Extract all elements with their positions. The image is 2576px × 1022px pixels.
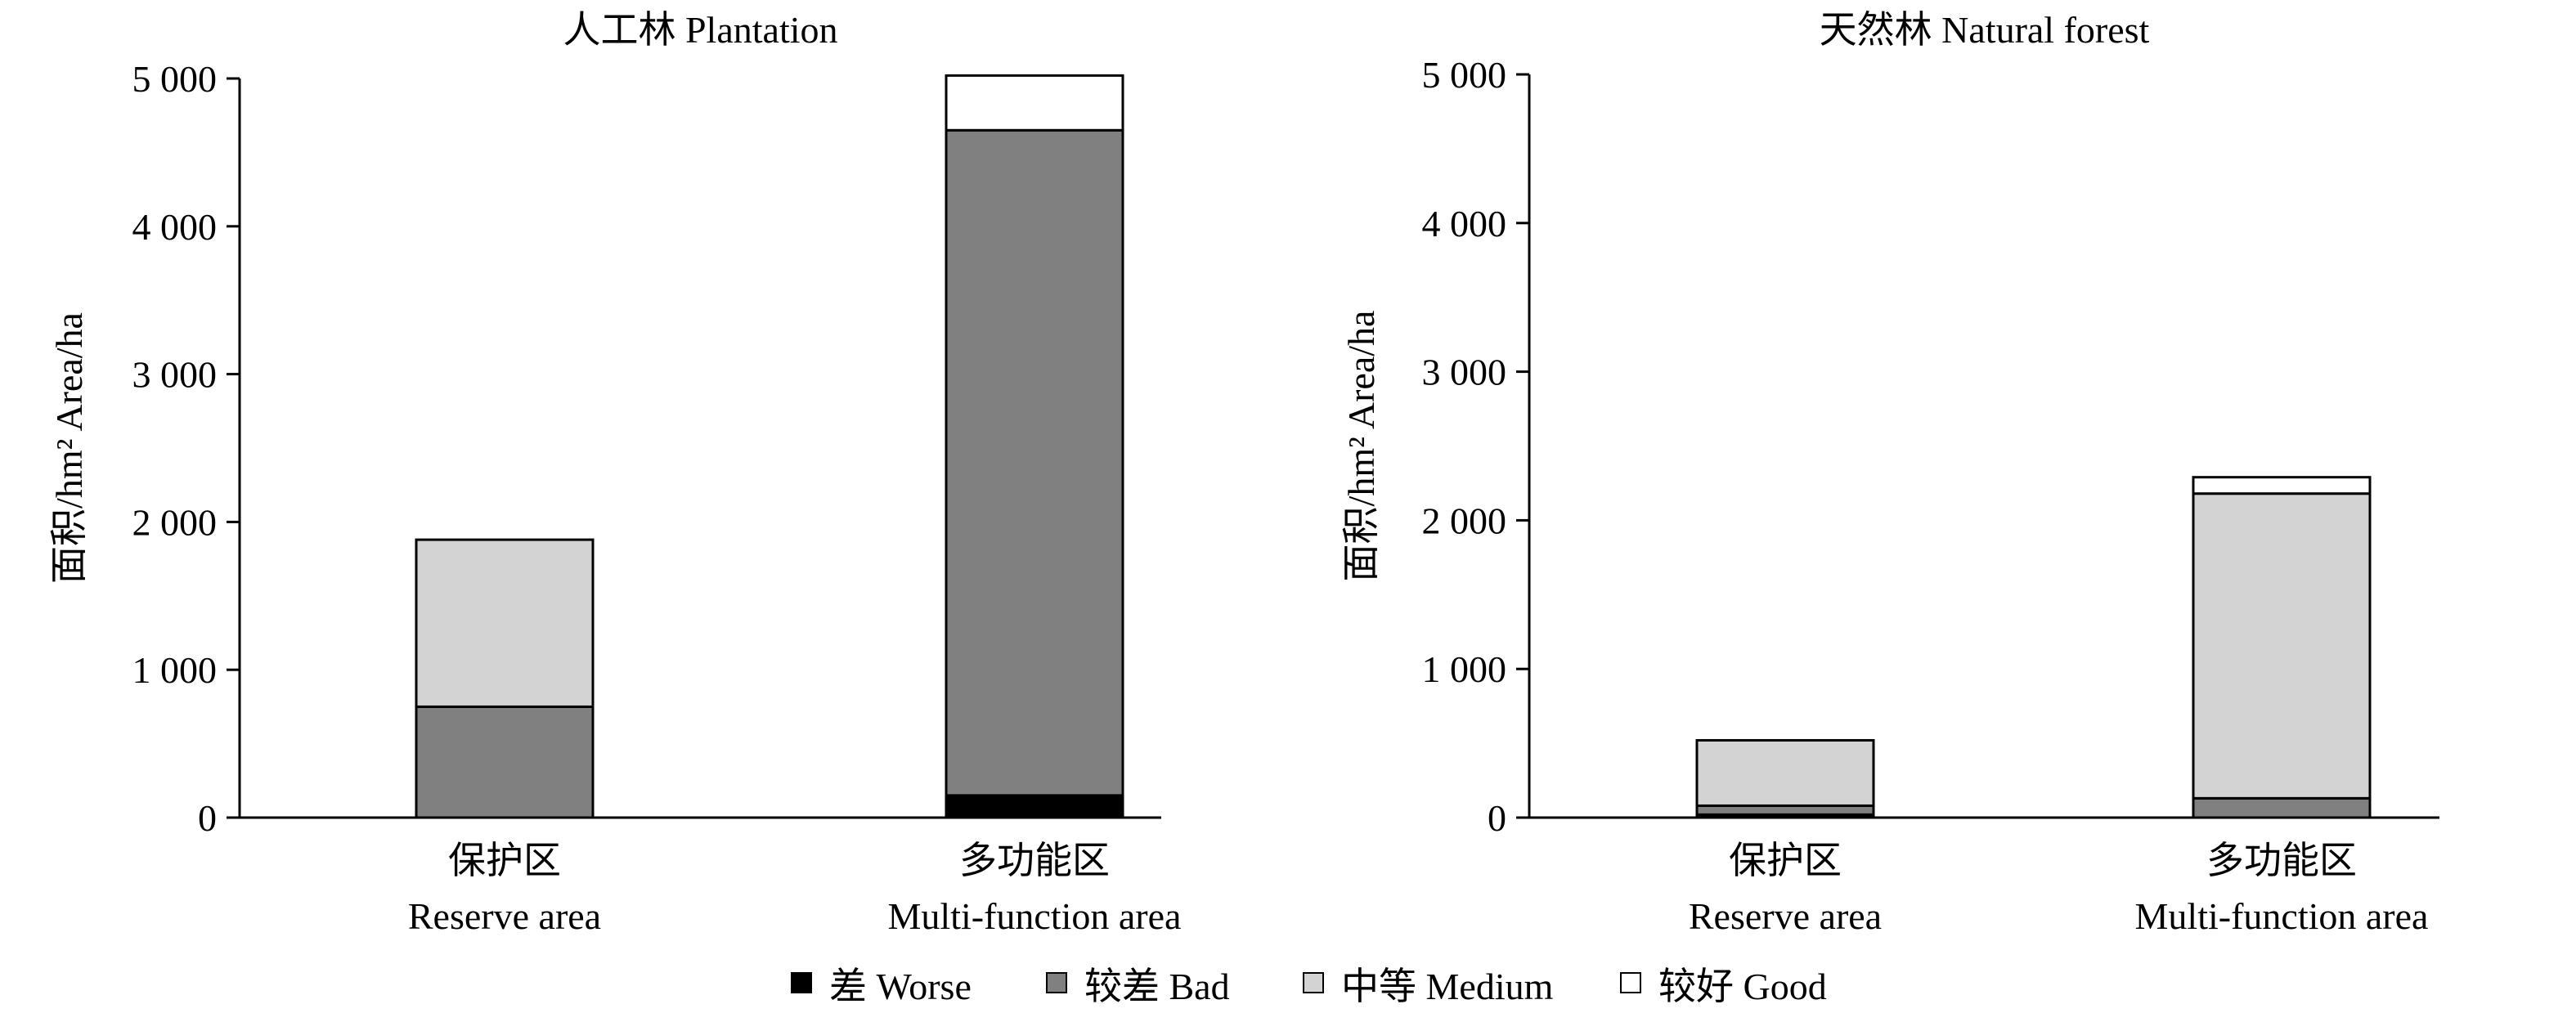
y-tick-label: 3 000	[132, 354, 218, 396]
x-category-label: 保护区	[1729, 840, 1842, 881]
chart-panel-2: 天然林 Natural forest 面积/hm² Area/ha 0 1 000 2 …	[1340, 9, 2439, 937]
x-category-label: 多功能区	[2206, 840, 2357, 881]
x-category-label: 多功能区	[959, 840, 1110, 881]
y-tick-label: 5 000	[1422, 54, 1507, 96]
legend-swatch	[1046, 972, 1067, 993]
chart-panel-1: 人工林 Plantation 面积/hm² Area/ha 0 1 000 2 000 3…	[48, 9, 1181, 937]
y-tick-label: 0	[198, 797, 217, 839]
bar-segment	[945, 128, 1124, 797]
bar-segment	[1695, 804, 1875, 816]
bar-segment	[2192, 492, 2372, 800]
y-tick-label: 5 000	[132, 58, 218, 100]
y-tick-label: 4 000	[1422, 203, 1507, 244]
legend-swatch	[1303, 972, 1324, 993]
legend-label: 较好 Good	[1658, 966, 1827, 1007]
bar-segment	[945, 794, 1124, 819]
x-category-sublabel: Multi-function area	[2135, 895, 2429, 937]
legend-swatch	[1620, 972, 1641, 993]
bar-segment	[1695, 738, 1875, 807]
y-tick-label: 0	[1488, 797, 1506, 839]
x-category-label: 保护区	[448, 840, 561, 881]
chart-title: 天然林 Natural forest	[1820, 9, 2150, 51]
bar-segment	[415, 705, 595, 819]
legend-swatch	[791, 972, 812, 993]
y-tick-label: 2 000	[1422, 500, 1507, 541]
x-category-sublabel: Multi-function area	[888, 895, 1182, 937]
y-tick-label: 1 000	[1422, 648, 1507, 690]
y-axis-label: 面积/hm² Area/ha	[1340, 311, 1382, 582]
bar-segment	[415, 538, 595, 708]
chart-legend: 差 Worse 较差 Bad 中等 Medium 较好 Good	[791, 966, 1827, 1007]
legend-label: 较差 Bad	[1084, 966, 1230, 1007]
x-category-sublabel: Reserve area	[1689, 895, 1882, 937]
bar-segment	[2192, 476, 2372, 495]
y-tick-label: 1 000	[132, 649, 218, 691]
x-category-sublabel: Reserve area	[408, 895, 601, 937]
bar-segment	[2192, 796, 2372, 819]
legend-label: 中等 Medium	[1341, 966, 1554, 1007]
y-tick-label: 2 000	[132, 501, 218, 543]
legend-label: 差 Worse	[829, 966, 972, 1007]
chart-title: 人工林 Plantation	[563, 9, 837, 51]
y-axis-label: 面积/hm² Area/ha	[48, 312, 90, 584]
y-tick-label: 3 000	[1422, 352, 1507, 393]
y-tick-label: 4 000	[132, 206, 218, 248]
bar-segment	[945, 74, 1124, 132]
